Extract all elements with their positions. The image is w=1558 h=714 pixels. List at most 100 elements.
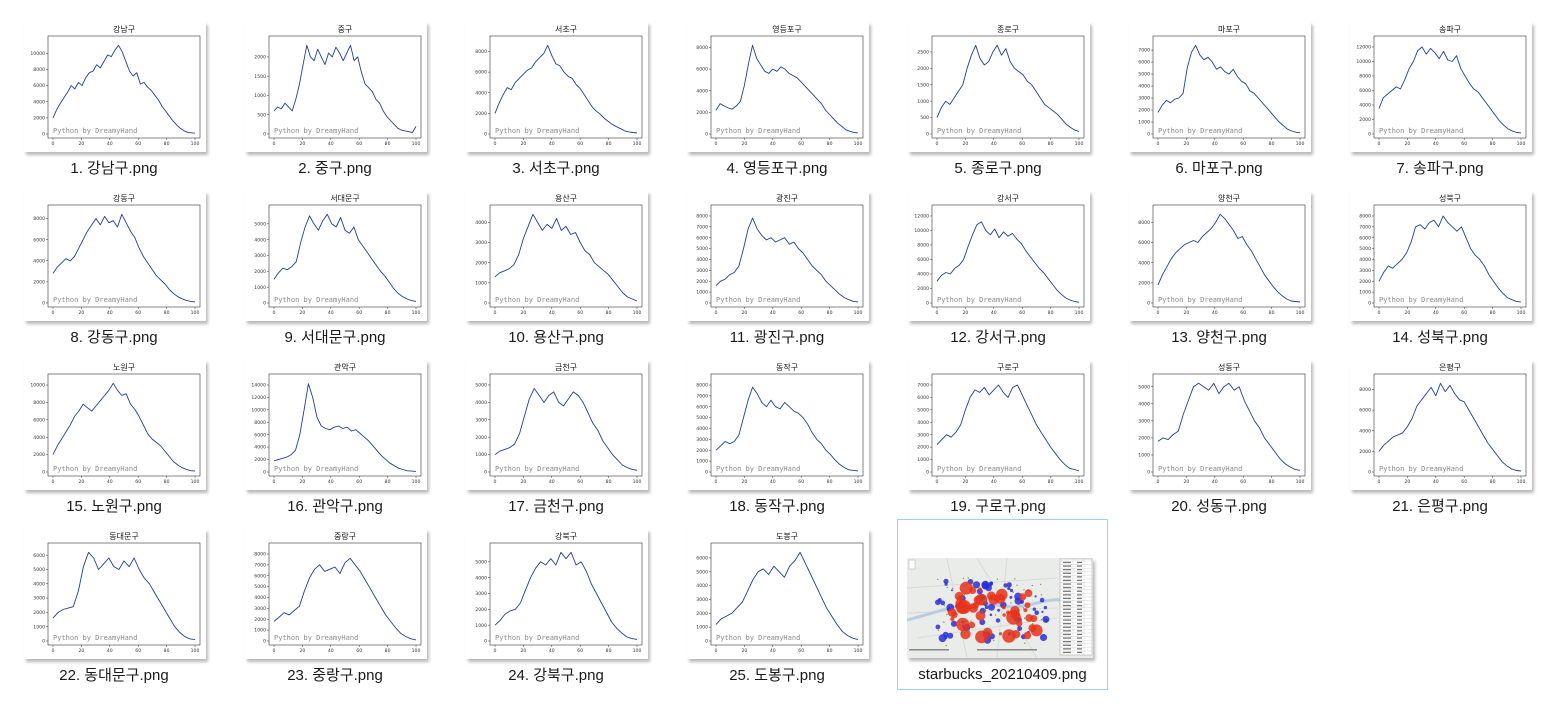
file-item[interactable]: 서초구 0 2000 4000 6000 8000 0 20 40 60 80 100 Python b…: [462, 20, 683, 189]
line-chart: 성동구 0 1000 2000 3000 4000 5000 0 20 40 60 80 100 Pyth…: [1138, 363, 1306, 485]
chart-title: 도봉구: [776, 532, 798, 541]
y-tick-label: 8000: [696, 383, 708, 389]
y-tick-label: 500: [920, 115, 929, 121]
file-item[interactable]: 금천구 0 1000 2000 3000 4000 5000 0 20 40 60 80 100 Pyth…: [462, 358, 683, 527]
y-tick-label: 6000: [696, 67, 708, 73]
x-tick-label: 100: [1075, 479, 1084, 485]
x-tick-label: 40: [991, 479, 997, 485]
line-chart: 중구 0 500 1000 1500 2000 0 20 40 60 80 100 Python by …: [254, 25, 422, 147]
y-tick-label: 4000: [254, 445, 266, 451]
file-item[interactable]: 용산구 0 1000 2000 3000 4000 0 20 40 60 80 100 Python b…: [462, 189, 683, 358]
x-tick-label: 20: [741, 310, 747, 316]
x-tick-label: 0: [52, 479, 55, 485]
y-tick-label: 0: [705, 301, 708, 307]
y-tick-label: 0: [484, 470, 487, 476]
file-item[interactable]: 도봉구 0 1000 2000 3000 4000 5000 6000 0 20 40 60 80 100…: [683, 527, 904, 696]
file-item[interactable]: 송파구 0 2000 4000 6000 8000 10000 12000 0 20 40 60 80 1…: [1346, 20, 1558, 189]
y-tick-label: 6000: [1138, 240, 1150, 246]
x-tick-label: 20: [520, 310, 526, 316]
y-tick-label: 8000: [475, 49, 487, 55]
y-tick-label: 3000: [33, 596, 45, 602]
file-item[interactable]: 동대문구 0 1000 2000 3000 4000 5000 6000 0 20 40 60 80 10…: [20, 527, 241, 696]
file-item[interactable]: 구로구 0 1000 2000 3000 4000 5000 6000 7000 0 20 40 60 8…: [904, 358, 1125, 527]
y-tick-label: 12000: [251, 395, 266, 401]
file-item[interactable]: 성동구 0 1000 2000 3000 4000 5000 0 20 40 60 80 100 Pyth…: [1125, 358, 1346, 527]
file-name: 16. 관악구.png: [287, 498, 383, 515]
file-item[interactable]: 은평구 0 2000 4000 6000 8000 0 20 40 60 80 100 Python b…: [1346, 358, 1558, 527]
file-item-selected[interactable]: starbucks_20210409.png: [897, 519, 1108, 690]
summary-table: [1059, 558, 1093, 656]
plot-frame: [1152, 373, 1306, 477]
y-tick-label: 1000: [475, 452, 487, 458]
watermark-text: Python by DreamyHand: [1158, 296, 1242, 304]
y-tick-label: 1000: [254, 285, 266, 291]
file-item[interactable]: 강서구 0 2000 4000 6000 8000 10000 12000 0 20 40 60 80 1…: [904, 189, 1125, 358]
chart-thumbnail: 강북구 0 1000 2000 3000 4000 5000 0 20 40 60 80 100 Pyth…: [466, 529, 648, 659]
x-tick-label: 40: [991, 141, 997, 147]
y-tick-label: 1000: [475, 623, 487, 629]
x-tick-label: 100: [854, 310, 863, 316]
x-tick-label: 100: [1517, 310, 1526, 316]
y-tick-label: 6000: [917, 395, 929, 401]
y-tick-label: 0: [263, 470, 266, 476]
watermark-text: Python by DreamyHand: [1158, 127, 1242, 135]
file-item[interactable]: 노원구 0 2000 4000 6000 8000 10000 0 20 40 60 80 100 Pyt…: [20, 358, 241, 527]
plot-frame: [1373, 204, 1527, 308]
x-tick-label: 0: [936, 479, 939, 485]
y-tick-label: 0: [705, 639, 708, 645]
y-tick-label: 5000: [475, 559, 487, 565]
chart-title: 강북구: [555, 531, 577, 541]
series-line: [273, 213, 417, 302]
file-item[interactable]: 강남구 0 2000 4000 6000 8000 10000 0 20 40 60 80 100 Pyt…: [20, 20, 241, 189]
x-tick-label: 60: [1019, 141, 1025, 147]
y-tick-label: 8000: [917, 243, 929, 249]
file-item[interactable]: 동작구 0 1000 2000 3000 4000 5000 6000 7000 8000 0 20 4…: [683, 358, 904, 527]
y-tick-label: 1000: [696, 459, 708, 465]
x-tick-label: 40: [770, 648, 776, 654]
watermark-text: Python by DreamyHand: [1379, 127, 1463, 135]
x-tick-label: 80: [1490, 141, 1496, 147]
file-item[interactable]: 양천구 0 2000 4000 6000 8000 0 20 40 60 80 100 Python b…: [1125, 189, 1346, 358]
file-item[interactable]: 관악구 0 2000 4000 6000 8000 10000 12000 14000 0 20 40…: [241, 358, 462, 527]
watermark-text: Python by DreamyHand: [495, 634, 579, 642]
x-tick-label: 100: [633, 141, 642, 147]
chart-title: 종로구: [997, 25, 1019, 34]
y-tick-label: 1500: [254, 74, 266, 80]
x-tick-label: 0: [1378, 141, 1381, 147]
y-tick-label: 3000: [475, 591, 487, 597]
file-item[interactable]: 중랑구 0 1000 2000 3000 4000 5000 6000 7000 8000 0 20 4…: [241, 527, 462, 696]
y-tick-label: 8000: [254, 420, 266, 426]
x-tick-label: 40: [770, 141, 776, 147]
y-tick-label: 6000: [33, 83, 45, 89]
x-tick-label: 20: [520, 479, 526, 485]
y-tick-label: 7000: [1359, 224, 1371, 230]
file-item[interactable]: 종로구 0 500 1000 1500 2000 2500 0 20 40 60 80 100 Pytho…: [904, 20, 1125, 189]
file-item[interactable]: 광진구 0 1000 2000 3000 4000 5000 6000 7000 8000 0 20 4…: [683, 189, 904, 358]
file-item[interactable]: 마포구 0 1000 2000 3000 4000 5000 6000 7000 0 20 40 60 8…: [1125, 20, 1346, 189]
y-tick-label: 8000: [1359, 387, 1371, 393]
series-line: [715, 551, 859, 641]
chart-thumbnail: 종로구 0 500 1000 1500 2000 2500 0 20 40 60 80 100 Pytho…: [908, 22, 1090, 152]
file-item[interactable]: 성북구 0 1000 2000 3000 4000 5000 6000 7000 8000 0 20 4…: [1346, 189, 1558, 358]
x-tick-label: 80: [606, 141, 612, 147]
file-item[interactable]: 강북구 0 1000 2000 3000 4000 5000 0 20 40 60 80 100 Pyth…: [462, 527, 683, 696]
x-tick-label: 80: [164, 648, 170, 654]
x-tick-label: 60: [798, 479, 804, 485]
y-tick-label: 6000: [696, 404, 708, 410]
file-item[interactable]: 중구 0 500 1000 1500 2000 0 20 40 60 80 100 Python by …: [241, 20, 462, 189]
y-tick-label: 2000: [1359, 279, 1371, 285]
series-line: [494, 44, 638, 134]
series-line: [52, 213, 196, 303]
file-item[interactable]: 강동구 0 2000 4000 6000 8000 0 20 40 60 80 100 Python b…: [20, 189, 241, 358]
file-item[interactable]: 서대문구 0 1000 2000 3000 4000 5000 0 20 40 60 80 100 Pyt…: [241, 189, 462, 358]
plot-frame: [710, 35, 864, 139]
x-tick-label: 100: [1517, 479, 1526, 485]
plot-frame: [1152, 204, 1306, 308]
y-tick-label: 1500: [917, 82, 929, 88]
file-item[interactable]: 영등포구 0 2000 4000 6000 8000 0 20 40 60 80 100 Python …: [683, 20, 904, 189]
chart-title: 동작구: [776, 362, 798, 372]
line-chart: 서대문구 0 1000 2000 3000 4000 5000 0 20 40 60 80 100 Pyt…: [254, 194, 422, 316]
x-tick-label: 100: [854, 479, 863, 485]
plot-frame: [489, 35, 643, 139]
series-line: [1157, 213, 1301, 303]
